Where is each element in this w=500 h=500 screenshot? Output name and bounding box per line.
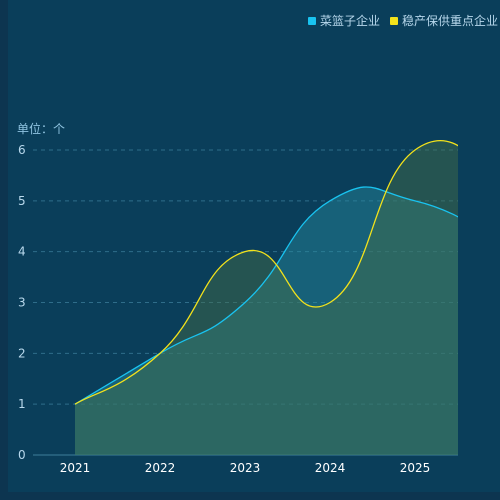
x-axis-ticks: 2021 2022 2023 2024 2025 [60, 461, 431, 475]
line-series-2 [74, 140, 458, 405]
legend-swatch-series-1 [308, 16, 316, 25]
legend-item-series-1[interactable]: 菜篮子企业 [308, 12, 380, 29]
area-fill-series-2 [75, 140, 458, 455]
y-tick-label-0: 0 [18, 448, 26, 462]
y-tick-label-3: 3 [18, 296, 26, 310]
panel-bottom-border [0, 492, 500, 500]
x-tick-label-2024: 2024 [315, 461, 346, 475]
legend-item-series-2[interactable]: 稳产保供重点企业 [390, 12, 498, 29]
x-tick-label-2022: 2022 [145, 461, 176, 475]
legend-swatch-series-2 [390, 16, 399, 25]
y-tick-label-6: 6 [18, 143, 26, 157]
y-axis-unit-label: 单位：个 [17, 122, 66, 136]
x-tick-label-2023: 2023 [230, 461, 261, 475]
chart-legend: 菜篮子企业 稳产保供重点企业 [308, 12, 500, 29]
legend-label-series-2: 稳产保供重点企业 [402, 14, 499, 28]
y-axis-ticks: 0 1 2 3 4 5 6 [18, 143, 26, 462]
y-tick-label-4: 4 [18, 245, 26, 259]
x-tick-label-2021: 2021 [60, 461, 91, 475]
legend-label-series-1: 菜篮子企业 [320, 14, 381, 28]
x-tick-label-2025: 2025 [400, 461, 431, 475]
y-tick-label-5: 5 [18, 194, 26, 208]
series-lines [74, 140, 458, 405]
y-tick-label-1: 1 [18, 397, 26, 411]
area-fill-series-1 [75, 187, 458, 455]
series-areas [75, 140, 458, 455]
panel-left-border [0, 0, 8, 500]
y-tick-label-2: 2 [18, 346, 26, 360]
grid-lines [33, 149, 458, 456]
